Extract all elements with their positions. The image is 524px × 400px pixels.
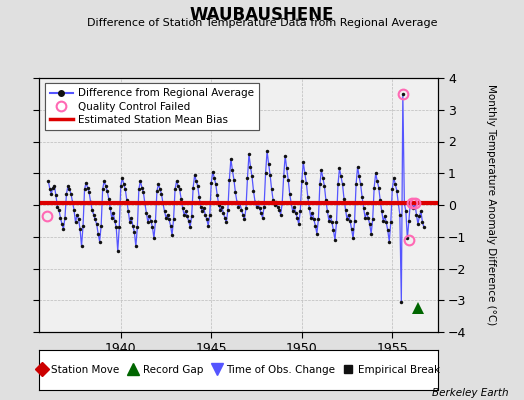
Text: Berkeley Earth: Berkeley Earth bbox=[432, 388, 508, 398]
Text: Difference of Station Temperature Data from Regional Average: Difference of Station Temperature Data f… bbox=[87, 18, 437, 28]
Legend: Difference from Regional Average, Quality Control Failed, Estimated Station Mean: Difference from Regional Average, Qualit… bbox=[45, 83, 259, 130]
Y-axis label: Monthly Temperature Anomaly Difference (°C): Monthly Temperature Anomaly Difference (… bbox=[486, 84, 496, 326]
Text: WAUBAUSHENE: WAUBAUSHENE bbox=[190, 6, 334, 24]
Legend: Station Move, Record Gap, Time of Obs. Change, Empirical Break: Station Move, Record Gap, Time of Obs. C… bbox=[34, 362, 443, 378]
